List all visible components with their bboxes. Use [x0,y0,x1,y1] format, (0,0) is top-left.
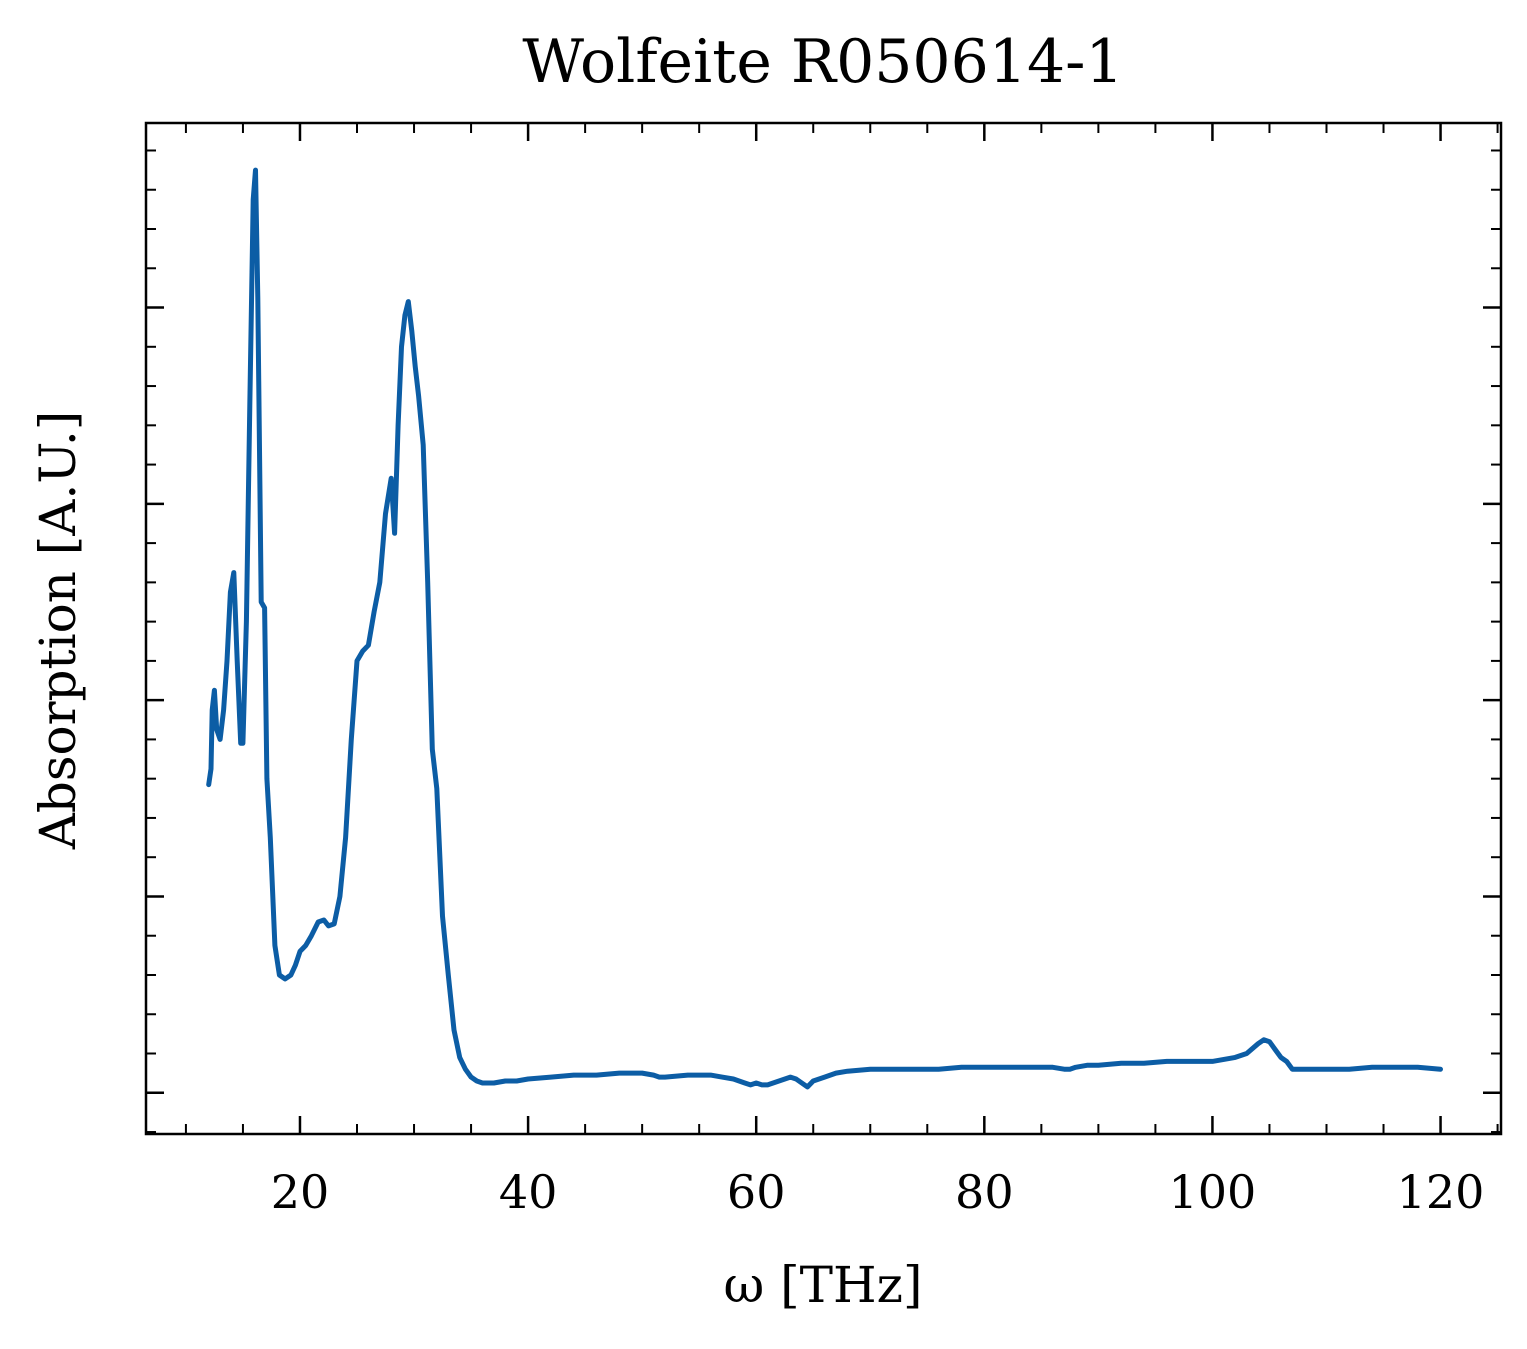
data-series-line [206,167,1443,1090]
y-axis-label: Absorption [A.U.] [29,411,87,851]
plot-area: 20 40 60 80 100 120 [144,121,1503,1219]
x-tick-label: 40 [499,1165,558,1219]
x-tick-label: 100 [1169,1165,1257,1219]
x-tick-label: 80 [955,1165,1014,1219]
x-tick-label: 20 [271,1165,330,1219]
axes-frame [144,121,1503,1136]
x-axis-label: ω [THz] [724,1256,923,1314]
x-tick-label: 120 [1397,1165,1485,1219]
chart-title: Wolfeite R050614-1 [522,27,1123,97]
x-tick-label: 60 [727,1165,786,1219]
